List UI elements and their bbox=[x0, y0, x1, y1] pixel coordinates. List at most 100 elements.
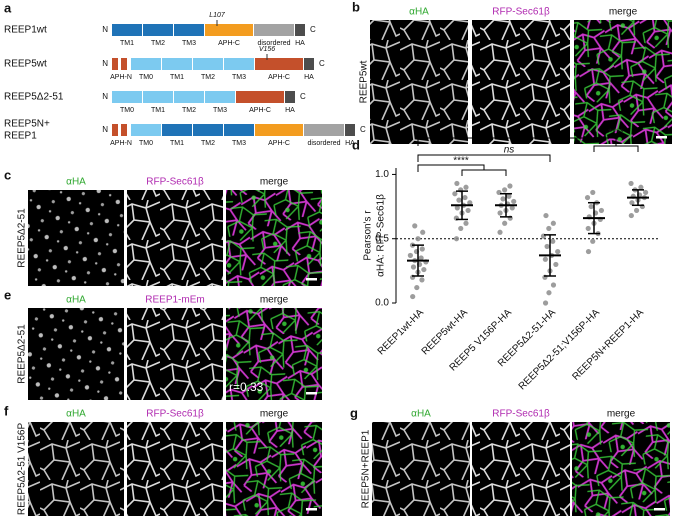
domain-label: APH-C bbox=[218, 40, 240, 47]
data-point bbox=[418, 255, 424, 261]
data-point bbox=[511, 198, 517, 205]
domain-label: TM0 bbox=[139, 140, 153, 147]
panel-label: b bbox=[352, 0, 360, 14]
data-point bbox=[585, 225, 591, 232]
scale-bar bbox=[306, 278, 317, 281]
domain-label: TM2 bbox=[201, 140, 215, 147]
data-point bbox=[453, 236, 460, 242]
y-tick-label: 1.0 bbox=[375, 169, 389, 180]
domain-label: disordered bbox=[307, 140, 340, 147]
domain-label: HA bbox=[345, 140, 355, 147]
data-point bbox=[467, 200, 473, 206]
domain-label: TM2 bbox=[201, 74, 215, 81]
data-point bbox=[588, 203, 594, 210]
domain-box bbox=[193, 58, 223, 70]
data-point bbox=[463, 220, 469, 226]
micrograph-signal bbox=[472, 422, 570, 516]
micrograph-signal bbox=[127, 308, 223, 400]
side-label: REEP5wt bbox=[359, 60, 370, 103]
domain-label: TM0 bbox=[139, 74, 153, 81]
data-point bbox=[628, 212, 634, 219]
domain-label: TM2 bbox=[182, 107, 196, 114]
domain-label: TM1 bbox=[151, 107, 165, 114]
data-point bbox=[463, 184, 469, 190]
domain-box bbox=[224, 124, 254, 136]
domain-box bbox=[121, 58, 127, 70]
domain-box bbox=[236, 91, 284, 103]
data-point bbox=[456, 197, 462, 203]
panel-label: c bbox=[4, 167, 11, 182]
domain-label: APH-C bbox=[268, 140, 290, 147]
data-point bbox=[502, 220, 508, 226]
panel-label: g bbox=[350, 405, 358, 420]
merge-green bbox=[226, 190, 322, 286]
n-terminus: N bbox=[102, 92, 108, 101]
scale-bar bbox=[656, 136, 667, 139]
domain-box bbox=[255, 124, 303, 136]
domain-box bbox=[193, 124, 223, 136]
micrograph-signal bbox=[370, 20, 468, 144]
data-point bbox=[590, 238, 596, 244]
data-point bbox=[410, 293, 416, 300]
panel-label: a bbox=[4, 0, 12, 15]
domain-label: APH-C bbox=[268, 74, 290, 81]
domain-label: TM3 bbox=[213, 107, 227, 114]
domain-label: TM3 bbox=[182, 40, 196, 47]
data-point bbox=[454, 180, 460, 187]
channel-label: αHA bbox=[409, 7, 429, 18]
data-point bbox=[420, 229, 426, 235]
data-point bbox=[497, 229, 503, 235]
domain-box bbox=[205, 24, 253, 36]
data-point bbox=[421, 266, 427, 273]
domain-box bbox=[285, 91, 295, 103]
n-terminus: N bbox=[102, 125, 108, 134]
micrograph-signal bbox=[372, 422, 470, 516]
data-point bbox=[550, 282, 557, 288]
domain-box bbox=[304, 124, 344, 136]
data-point bbox=[544, 243, 550, 250]
mutation-label: L107 bbox=[209, 12, 226, 19]
domain-box bbox=[143, 24, 173, 36]
channel-label: RFP-Sec61β bbox=[492, 7, 550, 18]
x-tick-label: REEP5Δ2-51;V156P-HA bbox=[517, 307, 602, 392]
data-point bbox=[585, 248, 592, 255]
domain-box bbox=[162, 124, 192, 136]
domain-box bbox=[112, 58, 118, 70]
channel-label: merge bbox=[260, 409, 289, 420]
micrograph-signal bbox=[28, 190, 124, 286]
channel-label: RFP-Sec61β bbox=[492, 409, 550, 420]
domain-label: HA bbox=[304, 74, 314, 81]
domain-box bbox=[174, 91, 204, 103]
significance-bracket bbox=[417, 154, 551, 162]
side-label: REEP5N+REEP1 bbox=[361, 429, 372, 508]
data-point bbox=[555, 248, 561, 255]
domain-label: TM1 bbox=[170, 140, 184, 147]
data-point bbox=[506, 193, 512, 199]
micrograph-signal bbox=[28, 422, 124, 516]
domain-label: HA bbox=[295, 40, 305, 47]
channel-label: merge bbox=[260, 295, 289, 306]
domain-label: TM2 bbox=[151, 40, 165, 47]
merge-green bbox=[226, 308, 322, 400]
significance: **** bbox=[608, 128, 624, 139]
panel-label: f bbox=[4, 403, 9, 418]
domain-box bbox=[121, 124, 127, 136]
data-point bbox=[543, 212, 549, 219]
domain-label: TM0 bbox=[120, 107, 134, 114]
channel-label: αHA bbox=[411, 409, 431, 420]
panel-label: d bbox=[352, 137, 360, 152]
side-label: REEP5Δ2-51 bbox=[17, 208, 28, 268]
significance: ns bbox=[504, 145, 515, 156]
domain-box bbox=[131, 124, 161, 136]
domain-box bbox=[205, 91, 235, 103]
n-terminus: N bbox=[102, 59, 108, 68]
construct-name: REEP5wt bbox=[4, 59, 47, 70]
c-terminus: C bbox=[300, 92, 306, 101]
c-terminus: C bbox=[360, 125, 366, 134]
data-point bbox=[633, 207, 640, 214]
data-point bbox=[542, 256, 548, 262]
data-point bbox=[412, 223, 418, 229]
domain-box bbox=[112, 91, 142, 103]
significance-bracket bbox=[417, 137, 617, 146]
micrograph-signal bbox=[28, 308, 124, 400]
